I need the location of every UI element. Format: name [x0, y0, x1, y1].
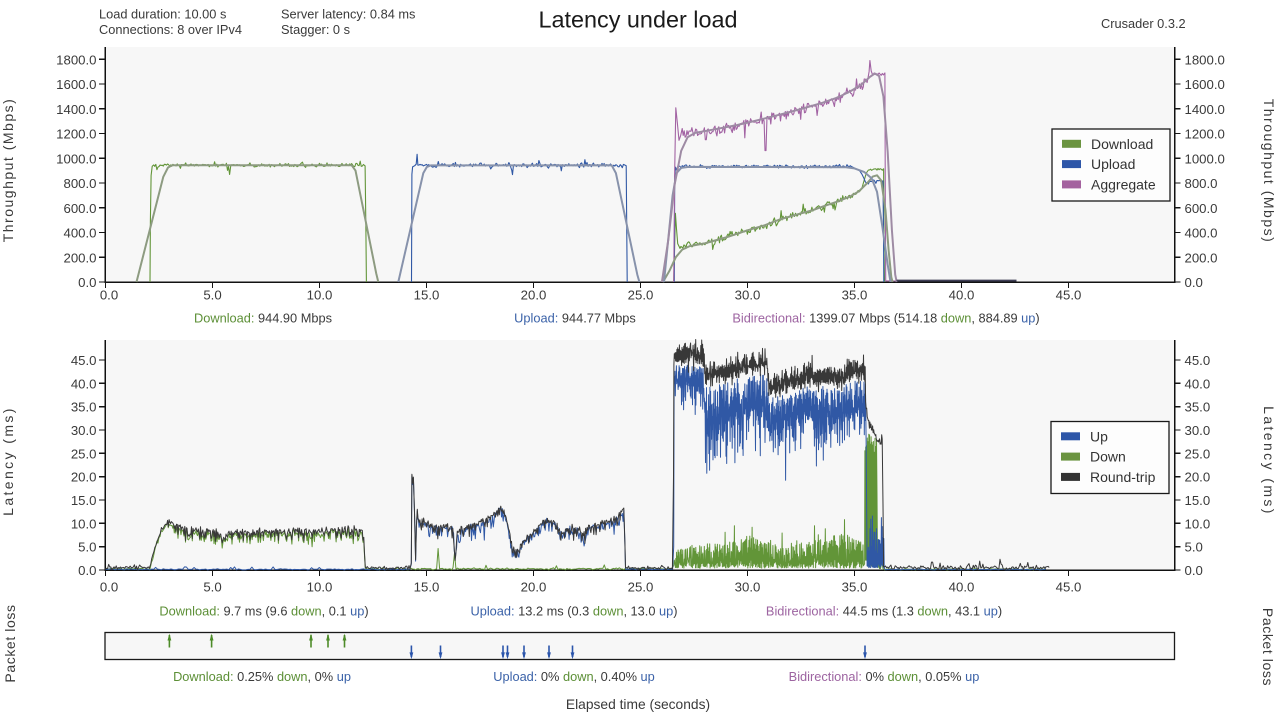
svg-text:Bidirectional: 0% down, 0.05%: Bidirectional: 0% down, 0.05% up — [789, 669, 980, 684]
svg-text:400.0: 400.0 — [63, 226, 96, 241]
svg-text:Upload: 13.2 ms (0.3 down, 13.: Upload: 13.2 ms (0.3 down, 13.0 up) — [470, 604, 677, 619]
svg-text:15.0: 15.0 — [71, 493, 97, 508]
svg-text:0.0: 0.0 — [1185, 275, 1203, 290]
svg-text:Aggregate: Aggregate — [1091, 176, 1156, 192]
svg-text:40.0: 40.0 — [949, 288, 975, 303]
svg-text:Bidirectional: 1399.07 Mbps (5: Bidirectional: 1399.07 Mbps (514.18 down… — [732, 311, 1039, 326]
svg-text:25.0: 25.0 — [71, 446, 97, 461]
svg-text:Elapsed time (seconds): Elapsed time (seconds) — [566, 697, 710, 712]
svg-text:10.0: 10.0 — [307, 580, 333, 595]
svg-text:Upload: Upload — [1091, 156, 1135, 172]
svg-text:30.0: 30.0 — [735, 580, 761, 595]
svg-text:35.0: 35.0 — [842, 288, 868, 303]
svg-text:35.0: 35.0 — [1185, 400, 1211, 415]
svg-text:Download: 0.25% down, 0% up: Download: 0.25% down, 0% up — [173, 669, 351, 684]
svg-text:30.0: 30.0 — [71, 423, 97, 438]
svg-text:Upload: 0% down, 0.40% up: Upload: 0% down, 0.40% up — [493, 669, 655, 684]
svg-text:25.0: 25.0 — [628, 288, 654, 303]
svg-text:0.0: 0.0 — [100, 288, 118, 303]
svg-text:10.0: 10.0 — [71, 516, 97, 531]
svg-text:35.0: 35.0 — [71, 400, 97, 415]
svg-text:1600.0: 1600.0 — [56, 77, 96, 92]
svg-text:40.0: 40.0 — [71, 376, 97, 391]
svg-text:5.0: 5.0 — [78, 540, 96, 555]
svg-text:15.0: 15.0 — [414, 580, 440, 595]
svg-text:800.0: 800.0 — [1185, 176, 1218, 191]
svg-text:0.0: 0.0 — [78, 275, 96, 290]
svg-text:0.0: 0.0 — [78, 563, 96, 578]
svg-text:5.0: 5.0 — [203, 580, 221, 595]
svg-text:25.0: 25.0 — [1185, 446, 1211, 461]
svg-text:20.0: 20.0 — [71, 470, 97, 485]
svg-text:Up: Up — [1090, 428, 1108, 444]
svg-text:45.0: 45.0 — [71, 353, 97, 368]
svg-text:Upload: 944.77 Mbps: Upload: 944.77 Mbps — [514, 311, 636, 326]
svg-text:Connections: 8 over IPv4: Connections: 8 over IPv4 — [99, 22, 242, 37]
svg-text:Latency (ms): Latency (ms) — [0, 406, 16, 516]
svg-text:Load duration: 10.00 s: Load duration: 10.00 s — [99, 7, 226, 22]
svg-text:35.0: 35.0 — [842, 580, 868, 595]
svg-text:10.0: 10.0 — [307, 288, 333, 303]
svg-text:1600.0: 1600.0 — [1185, 77, 1225, 92]
svg-text:800.0: 800.0 — [63, 176, 96, 191]
svg-text:1800.0: 1800.0 — [1185, 52, 1225, 67]
svg-text:0.0: 0.0 — [1185, 563, 1203, 578]
svg-text:1800.0: 1800.0 — [56, 52, 96, 67]
svg-text:400.0: 400.0 — [1185, 226, 1218, 241]
svg-text:30.0: 30.0 — [735, 288, 761, 303]
svg-text:25.0: 25.0 — [628, 580, 654, 595]
svg-text:Server latency: 0.84 ms: Server latency: 0.84 ms — [281, 7, 415, 22]
svg-text:Download: 9.7 ms (9.6 down, 0.: Download: 9.7 ms (9.6 down, 0.1 up) — [159, 604, 368, 619]
svg-text:Download: Download — [1091, 136, 1153, 152]
svg-text:20.0: 20.0 — [1185, 470, 1211, 485]
svg-text:Round-trip: Round-trip — [1090, 469, 1156, 485]
svg-text:Latency under load: Latency under load — [539, 7, 738, 33]
svg-text:40.0: 40.0 — [1185, 376, 1211, 391]
svg-text:15.0: 15.0 — [1185, 493, 1211, 508]
svg-text:600.0: 600.0 — [1185, 201, 1218, 216]
svg-text:45.0: 45.0 — [1056, 288, 1082, 303]
svg-text:1000.0: 1000.0 — [1185, 151, 1225, 166]
svg-text:40.0: 40.0 — [949, 580, 975, 595]
svg-text:Latency (ms): Latency (ms) — [1261, 406, 1277, 516]
svg-text:Packet loss: Packet loss — [1260, 608, 1276, 686]
svg-text:5.0: 5.0 — [203, 288, 221, 303]
svg-text:Bidirectional: 44.5 ms (1.3 do: Bidirectional: 44.5 ms (1.3 down, 43.1 u… — [766, 604, 1002, 619]
svg-text:Packet loss: Packet loss — [2, 604, 18, 682]
svg-text:1400.0: 1400.0 — [1185, 102, 1225, 117]
svg-text:45.0: 45.0 — [1185, 353, 1211, 368]
svg-text:Throughput (Mbps): Throughput (Mbps) — [1261, 99, 1277, 244]
svg-text:1000.0: 1000.0 — [56, 151, 96, 166]
svg-text:5.0: 5.0 — [1185, 540, 1203, 555]
svg-text:Down: Down — [1090, 449, 1126, 465]
svg-text:0.0: 0.0 — [100, 580, 118, 595]
svg-text:45.0: 45.0 — [1056, 580, 1082, 595]
svg-text:15.0: 15.0 — [414, 288, 440, 303]
svg-text:600.0: 600.0 — [63, 201, 96, 216]
svg-text:Stagger: 0 s: Stagger: 0 s — [281, 22, 350, 37]
svg-text:200.0: 200.0 — [63, 250, 96, 265]
svg-text:1200.0: 1200.0 — [1185, 127, 1225, 142]
svg-text:20.0: 20.0 — [521, 580, 547, 595]
svg-text:1400.0: 1400.0 — [56, 102, 96, 117]
svg-text:Download: 944.90 Mbps: Download: 944.90 Mbps — [194, 311, 332, 326]
svg-text:10.0: 10.0 — [1185, 516, 1211, 531]
svg-text:30.0: 30.0 — [1185, 423, 1211, 438]
svg-text:1200.0: 1200.0 — [56, 127, 96, 142]
svg-text:20.0: 20.0 — [521, 288, 547, 303]
svg-text:Crusader 0.3.2: Crusader 0.3.2 — [1101, 16, 1186, 31]
svg-text:Throughput (Mbps): Throughput (Mbps) — [0, 98, 16, 243]
svg-text:200.0: 200.0 — [1185, 250, 1218, 265]
